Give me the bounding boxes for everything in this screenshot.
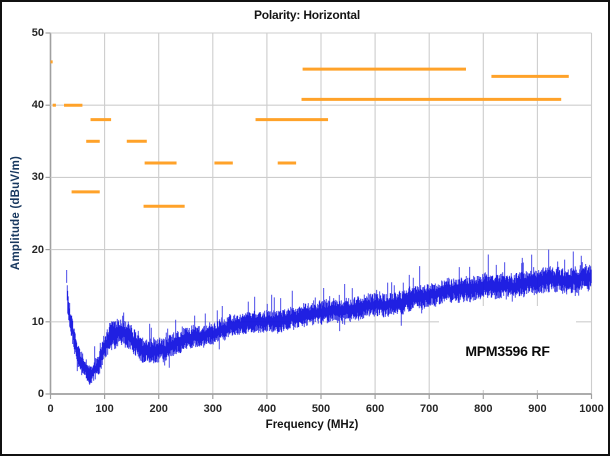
y-tick-label: 30: [31, 171, 44, 184]
x-tick-label: 800: [474, 403, 493, 415]
y-tick-label: 50: [31, 27, 44, 39]
x-tick-label: 100: [95, 403, 114, 415]
y-tick-label: 20: [31, 243, 44, 256]
y-tick-label: 0: [37, 388, 44, 400]
y-tick-label: 10: [31, 315, 44, 328]
x-tick-label: 900: [528, 403, 547, 415]
x-tick-label: 300: [203, 403, 222, 415]
x-tick-label: 500: [311, 403, 331, 415]
x-tick-label: 400: [257, 403, 277, 415]
x-axis-title: Frequency (MHz): [265, 419, 359, 431]
y-tick-label: 40: [31, 99, 44, 112]
x-tick-label: 0: [47, 403, 54, 415]
x-tick-label: 1000: [579, 403, 604, 415]
x-tick-label: 700: [420, 403, 439, 415]
chart-title: Polarity: Horizontal: [253, 8, 360, 22]
device-annotation-label: MPM3596 RF: [465, 343, 550, 359]
x-tick-label: 600: [365, 403, 385, 415]
x-tick-label: 200: [149, 403, 168, 415]
